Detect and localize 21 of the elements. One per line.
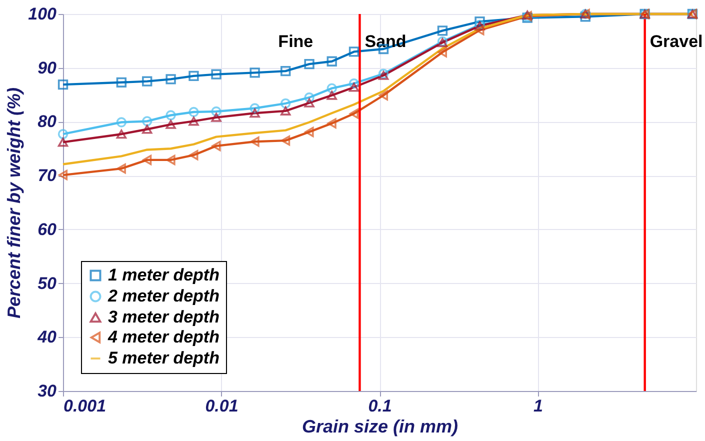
y-tick-label: 50 bbox=[38, 274, 58, 293]
legend-label: 3 meter depth bbox=[108, 308, 220, 326]
legend-label: 5 meter depth bbox=[108, 348, 220, 368]
x-tick-label: 0.01 bbox=[205, 396, 238, 416]
legend-label: 4 meter depth bbox=[107, 328, 220, 346]
x-axis-title: Grain size (in mm) bbox=[302, 416, 458, 436]
x-tick-label: 0.001 bbox=[64, 396, 106, 416]
y-tick-label: 60 bbox=[38, 220, 58, 239]
x-tick-label: 0.1 bbox=[368, 396, 392, 416]
annotation: Fine bbox=[278, 32, 314, 51]
y-tick-label: 100 bbox=[28, 4, 58, 24]
legend-label: 2 meter depth bbox=[107, 286, 220, 306]
y-tick-label: 90 bbox=[38, 58, 58, 78]
x-tick-label: 1 bbox=[534, 396, 543, 416]
y-tick-label: 30 bbox=[38, 382, 58, 400]
y-tick-label: 80 bbox=[38, 112, 58, 132]
y-tick-label: 40 bbox=[36, 328, 58, 347]
y-tick-label: 70 bbox=[38, 166, 58, 186]
y-axis-title: Percent finer by weight (%) bbox=[4, 87, 24, 319]
ref-line-label: Gravel bbox=[650, 32, 703, 51]
legend-label: 1 meter depth bbox=[108, 266, 220, 284]
